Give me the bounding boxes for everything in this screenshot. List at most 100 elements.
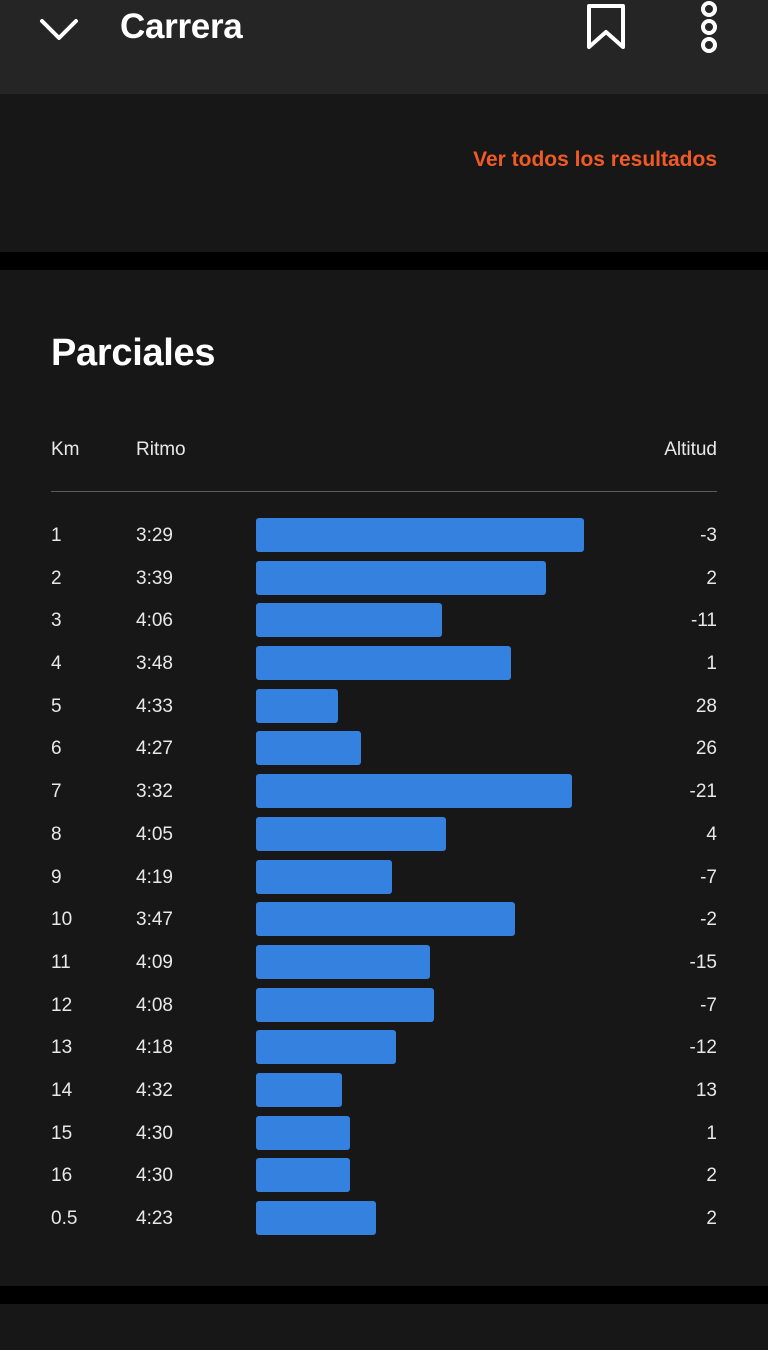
split-pace-bar [256,603,442,638]
split-pace: 4:33 [136,695,173,717]
split-pace-bar [256,518,584,552]
split-pace: 4:27 [136,738,173,760]
split-pace-bar [256,1072,342,1107]
bookmark-icon[interactable] [584,2,628,52]
split-altitude: 1 [706,653,717,675]
split-altitude: 26 [695,738,717,760]
split-row: 12 4:08 -7 [0,987,768,1031]
split-row: 13 4:18 -12 [0,1030,768,1073]
split-pace-bar [256,987,434,1022]
split-pace-bar [256,816,446,851]
split-pace: 4:30 [136,1165,173,1187]
split-pace: 4:19 [136,866,173,888]
split-pace: 3:39 [136,567,173,589]
splits-title: Parciales [51,332,216,374]
split-row: 16 4:30 2 [0,1158,768,1201]
split-pace: 4:23 [136,1208,173,1229]
split-row: 0.5 4:23 2 [0,1201,768,1244]
split-altitude: -15 [689,951,717,973]
column-header-altitude: Altitud [664,439,717,460]
split-altitude: -7 [700,866,717,888]
split-km: 16 [51,1165,73,1187]
split-km: 5 [51,695,62,717]
split-altitude: -7 [700,994,717,1016]
split-pace-bar [256,646,511,681]
split-km: 14 [51,1079,73,1101]
split-km: 9 [51,866,62,888]
view-all-results-link[interactable]: Ver todos los resultados [473,148,717,171]
split-row: 14 4:32 13 [0,1072,768,1116]
split-altitude: 1 [706,1122,717,1144]
split-pace-bar [256,731,361,766]
chevron-down-icon[interactable] [36,8,82,48]
split-pace-bar [256,1030,396,1065]
split-pace: 3:48 [136,653,173,675]
split-row: 1 3:29 -3 [0,518,768,561]
split-row: 5 4:33 28 [0,688,768,732]
split-km: 10 [51,909,73,931]
split-km: 0.5 [51,1208,78,1229]
split-pace: 4:05 [136,823,173,845]
app-bar: Carrera [0,0,768,94]
split-km: 2 [51,567,62,589]
split-altitude: 4 [706,823,717,845]
split-row: 15 4:30 1 [0,1115,768,1159]
split-row: 2 3:39 2 [0,560,768,604]
split-altitude: -12 [689,1037,717,1059]
split-row: 7 3:32 -21 [0,774,768,817]
split-km: 6 [51,738,62,760]
split-altitude: 28 [695,695,717,717]
split-km: 4 [51,653,62,675]
split-altitude: 2 [706,1208,717,1229]
split-km: 1 [51,525,62,546]
split-pace-bar [256,1115,350,1150]
split-pace: 3:29 [136,525,173,546]
split-row: 9 4:19 -7 [0,859,768,903]
split-altitude: 13 [695,1079,717,1101]
split-pace: 4:32 [136,1079,173,1101]
split-row: 8 4:05 4 [0,816,768,860]
page-title: Carrera [120,7,243,46]
splits-panel: Parciales Km Ritmo Altitud 1 3:29 -3 2 3:39 2… [0,270,768,1286]
split-pace: 4:09 [136,951,173,973]
split-pace-bar [256,774,572,809]
split-pace-bar [256,1158,350,1193]
split-km: 11 [51,951,71,973]
split-row: 11 4:09 -15 [0,944,768,988]
column-header-pace: Ritmo [136,439,186,460]
split-pace-bar [256,859,392,894]
split-pace-bar [256,560,546,595]
split-altitude: -2 [700,909,717,931]
split-pace: 3:32 [136,781,173,803]
split-altitude: -3 [700,525,717,546]
split-row: 10 3:47 -2 [0,902,768,945]
split-pace: 4:08 [136,994,173,1016]
split-km: 12 [51,994,73,1016]
split-pace: 4:18 [136,1037,173,1059]
split-km: 7 [51,781,62,803]
split-pace-bar [256,944,430,979]
split-altitude: 2 [706,1165,717,1187]
split-pace: 4:06 [136,610,173,632]
more-vertical-icon[interactable] [694,0,724,54]
column-header-km: Km [51,439,80,460]
split-km: 8 [51,823,62,845]
split-pace-bar [256,688,338,723]
splits-table: 1 3:29 -3 2 3:39 2 3 4:06 -11 4 3:48 1 5 4:33 28 6 4:27 2… [0,518,768,1244]
split-pace: 4:30 [136,1122,173,1144]
results-panel: Ver todos los resultados [0,94,768,252]
split-km: 13 [51,1037,73,1059]
split-altitude: -11 [690,610,717,632]
next-panel [0,1304,768,1350]
split-km: 15 [51,1122,73,1144]
split-altitude: -21 [689,781,717,803]
split-km: 3 [51,610,62,632]
split-row: 6 4:27 26 [0,731,768,774]
header-divider [51,491,717,492]
split-pace: 3:47 [136,909,173,931]
split-altitude: 2 [706,567,717,589]
split-pace-bar [256,902,515,937]
split-row: 4 3:48 1 [0,646,768,689]
split-pace-bar [256,1201,376,1235]
split-row: 3 4:06 -11 [0,603,768,646]
